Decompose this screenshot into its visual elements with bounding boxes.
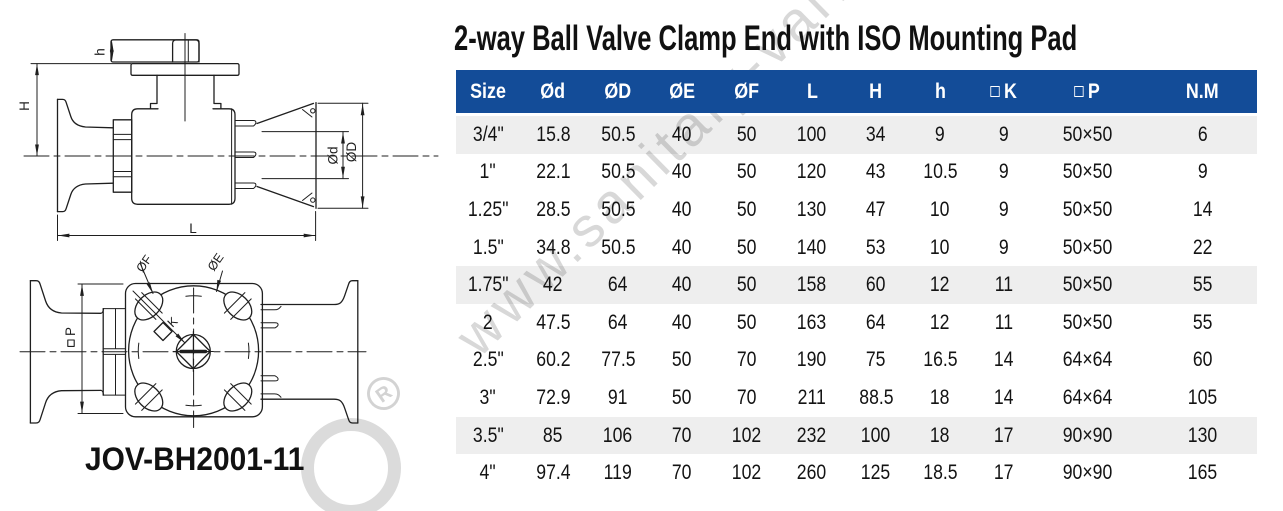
svg-text:Ød: Ød xyxy=(326,146,341,164)
svg-text:K: K xyxy=(165,314,181,330)
svg-text:ØD: ØD xyxy=(344,142,359,163)
svg-text:P: P xyxy=(63,327,78,336)
svg-text:ØE: ØE xyxy=(205,251,227,274)
svg-text:L: L xyxy=(189,221,197,236)
svg-text:h: h xyxy=(93,48,108,56)
svg-text:H: H xyxy=(17,101,32,111)
svg-text:ØF: ØF xyxy=(134,252,156,275)
